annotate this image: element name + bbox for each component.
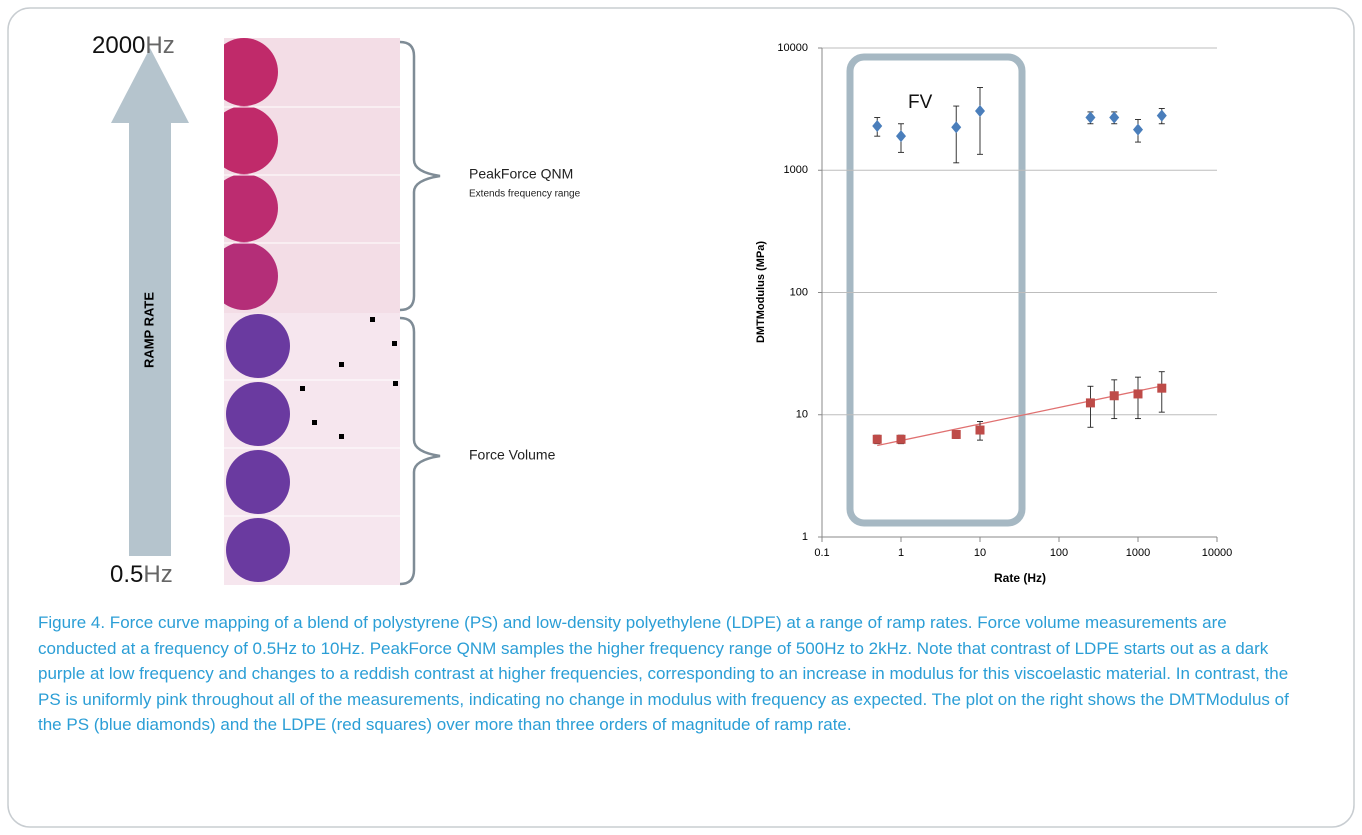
pixel (339, 434, 344, 439)
point (975, 105, 985, 117)
arrow-label: RAMP RATE (141, 292, 156, 368)
brace (400, 42, 440, 310)
tile-dot (226, 450, 290, 514)
pixel (312, 420, 317, 425)
caption: Figure 4. Force curve mapping of a blend… (38, 610, 1308, 738)
pixel (392, 341, 397, 346)
pixel (393, 381, 398, 386)
point (872, 120, 882, 132)
y-tick-label: 1 (802, 531, 808, 543)
y-axis-title: DMTModulus (MPa) (755, 241, 767, 343)
point (1086, 398, 1095, 407)
tile-dot (210, 106, 278, 174)
y-tick-label: 10 (796, 409, 808, 421)
pixel (339, 362, 344, 367)
point (1085, 112, 1095, 124)
point (873, 435, 882, 444)
tile-dot (226, 314, 290, 378)
top-rate: 2000Hz (92, 32, 175, 59)
pixel (300, 386, 305, 391)
rate-unit: Hz (143, 561, 172, 588)
point (952, 430, 961, 439)
point (1133, 124, 1143, 136)
x-tick-label: 10000 (1202, 547, 1233, 559)
rate-number: 0.5 (110, 561, 143, 588)
x-tick-label: 100 (1050, 547, 1068, 559)
point (976, 426, 985, 435)
brace-title: PeakForce QNM (469, 166, 573, 182)
x-tick-label: 1 (898, 547, 904, 559)
brace-title: Force Volume (469, 447, 556, 463)
point (897, 435, 906, 444)
image-tiles (210, 38, 400, 585)
pixel (370, 317, 375, 322)
y-tick-label: 1000 (784, 164, 808, 176)
tile-dot (226, 382, 290, 446)
page: RAMP RATE 2000Hz 0.5Hz PeakForce QNM Ext… (0, 0, 1362, 835)
point (1134, 389, 1143, 398)
point (951, 121, 961, 133)
brace (400, 318, 440, 584)
x-tick-label: 0.1 (814, 547, 829, 559)
annotation: FV (908, 92, 933, 113)
rate-number: 2000 (92, 32, 145, 59)
tile-dot (210, 174, 278, 242)
rate-unit: Hz (145, 32, 174, 59)
tile-dot (226, 518, 290, 582)
bottom-rate: 0.5Hz (110, 561, 173, 588)
point (1109, 112, 1119, 124)
tile-dot (210, 242, 278, 310)
point (1157, 110, 1167, 122)
point (896, 130, 906, 142)
y-tick-label: 100 (790, 286, 808, 298)
point (1157, 384, 1166, 393)
y-tick-label: 10000 (777, 42, 808, 54)
x-tick-label: 10 (974, 547, 986, 559)
tile-dot (210, 38, 278, 106)
point (1110, 391, 1119, 400)
brace-subtitle: Extends frequency range (469, 189, 581, 200)
x-tick-label: 1000 (1126, 547, 1150, 559)
x-axis-title: Rate (Hz) (994, 571, 1046, 585)
